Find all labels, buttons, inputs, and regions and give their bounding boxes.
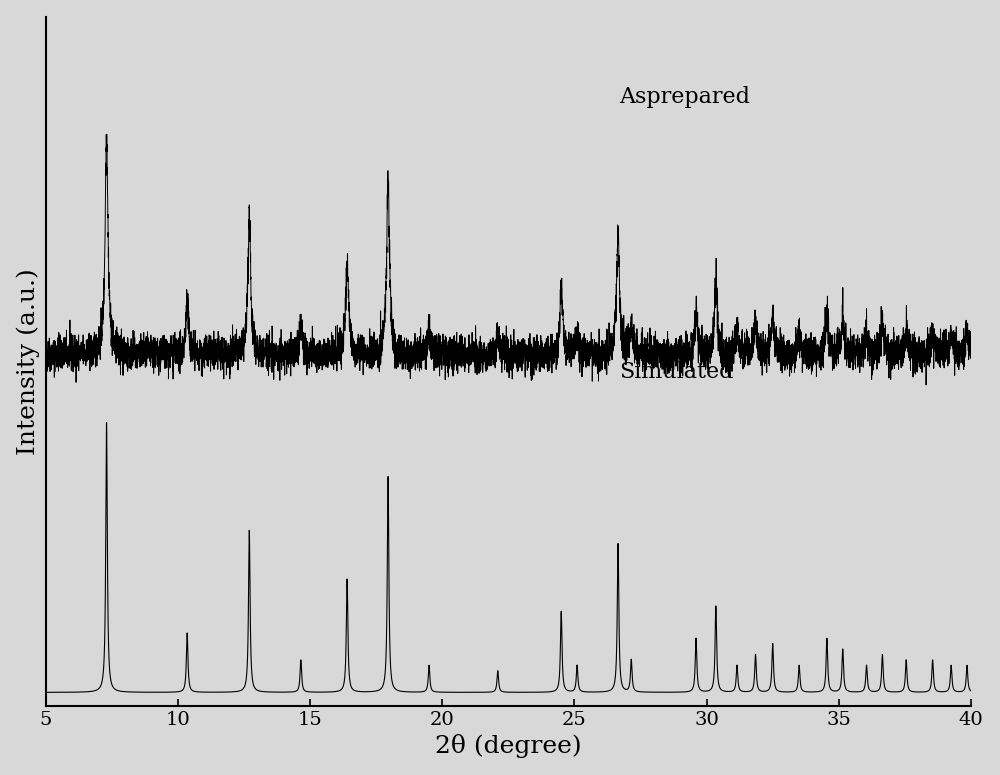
Text: Simulated: Simulated xyxy=(619,361,734,384)
Text: Asprepared: Asprepared xyxy=(619,85,750,108)
X-axis label: 2θ (degree): 2θ (degree) xyxy=(435,735,582,758)
Y-axis label: Intensity (a.u.): Intensity (a.u.) xyxy=(17,268,40,455)
